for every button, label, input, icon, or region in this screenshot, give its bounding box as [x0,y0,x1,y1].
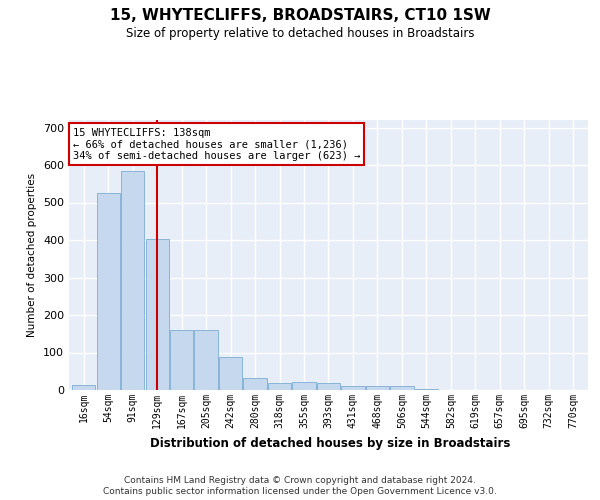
Text: Contains public sector information licensed under the Open Government Licence v3: Contains public sector information licen… [103,488,497,496]
Bar [391,386,413,390]
Y-axis label: Number of detached properties: Number of detached properties [28,173,37,337]
Text: 15 WHYTECLIFFS: 138sqm
← 66% of detached houses are smaller (1,236)
34% of semi-: 15 WHYTECLIFFS: 138sqm ← 66% of detached… [73,128,360,160]
Text: Contains HM Land Registry data © Crown copyright and database right 2024.: Contains HM Land Registry data © Crown c… [124,476,476,485]
Bar [219,357,242,390]
Bar [170,330,193,390]
Bar [366,386,389,390]
Bar [317,382,340,390]
Text: Distribution of detached houses by size in Broadstairs: Distribution of detached houses by size … [150,438,510,450]
Bar [97,192,120,390]
Bar [146,238,169,390]
Bar [121,172,144,390]
Bar [268,382,291,390]
Bar [72,385,95,390]
Bar [341,386,365,390]
Bar [415,388,438,390]
Bar [194,330,218,390]
Text: 15, WHYTECLIFFS, BROADSTAIRS, CT10 1SW: 15, WHYTECLIFFS, BROADSTAIRS, CT10 1SW [110,8,490,22]
Bar [244,378,266,390]
Text: Size of property relative to detached houses in Broadstairs: Size of property relative to detached ho… [126,28,474,40]
Bar [292,382,316,390]
